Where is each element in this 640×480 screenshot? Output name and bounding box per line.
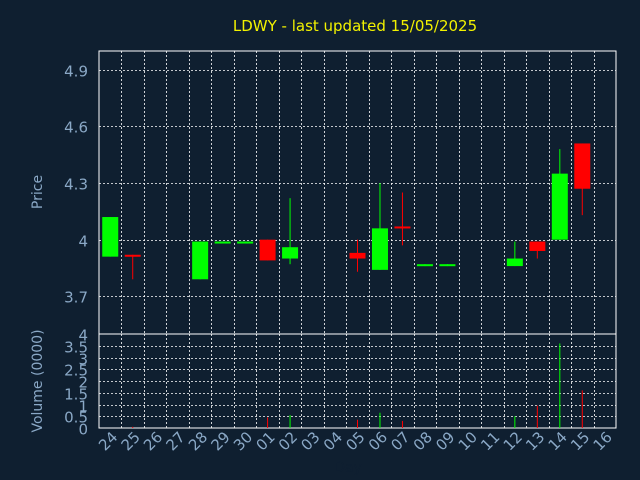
volume-y-tick-label: 3.5 (64, 339, 88, 357)
price-y-tick-label: 4.6 (64, 119, 88, 137)
price-y-tick-label: 3.7 (64, 289, 88, 307)
x-tick-label: 16 (590, 428, 616, 454)
candle-body (192, 241, 209, 280)
chart-title: LDWY - last updated 15/05/2025 (233, 17, 477, 35)
volume-y-tick-label: 2.5 (64, 362, 88, 380)
candle-body (282, 247, 299, 259)
volume-y-tick-label: 1.5 (64, 386, 88, 404)
volume-y-ticks: 00.511.522.533.54 (64, 327, 88, 439)
volume-y-tick-label: 0.5 (64, 409, 88, 427)
volume-y-tick-label: 3 (78, 351, 88, 369)
candle-body (439, 264, 456, 267)
candle-body (394, 226, 411, 229)
candle-body (259, 239, 276, 261)
x-axis-label: Day (334, 460, 362, 476)
x-ticks: 2425262728293001020304050607080910111213… (95, 428, 616, 454)
y-axis-label: Price (30, 175, 46, 209)
candle-body (574, 143, 591, 189)
volume-y-tick-label: 2 (78, 374, 88, 392)
candle-body (349, 252, 366, 259)
candle-body (371, 228, 388, 270)
price-y-ticks: 3.7 4 4.3 4.6 4.9 (64, 63, 88, 307)
candle-body (102, 217, 119, 257)
price-grid (99, 51, 616, 334)
price-plot-area (98, 50, 617, 335)
price-y-tick-label: 4.9 (64, 63, 88, 81)
candle-body (506, 258, 523, 267)
volume-panel: 00.511.522.533.54 (64, 327, 617, 439)
volume-y-tick-label: 4 (78, 327, 88, 345)
candle-body (124, 254, 141, 257)
candles (102, 143, 591, 280)
price-panel: 3.7 4 4.3 4.6 4.9 (64, 50, 617, 335)
candle-body (529, 241, 546, 251)
price-y-tick-label: 4 (78, 233, 88, 251)
candle-body (551, 173, 568, 240)
volume-bars (132, 343, 583, 428)
candle-body (237, 241, 254, 244)
volume-y-tick-label: 0 (78, 421, 88, 439)
candle-body (214, 241, 231, 244)
volume-y-tick-label: 1 (78, 398, 88, 416)
candle-body (416, 264, 433, 267)
price-y-tick-label: 4.3 (64, 176, 88, 194)
volume-axis-label: Volume (0000) (30, 329, 46, 432)
volume-plot-area (98, 333, 617, 429)
